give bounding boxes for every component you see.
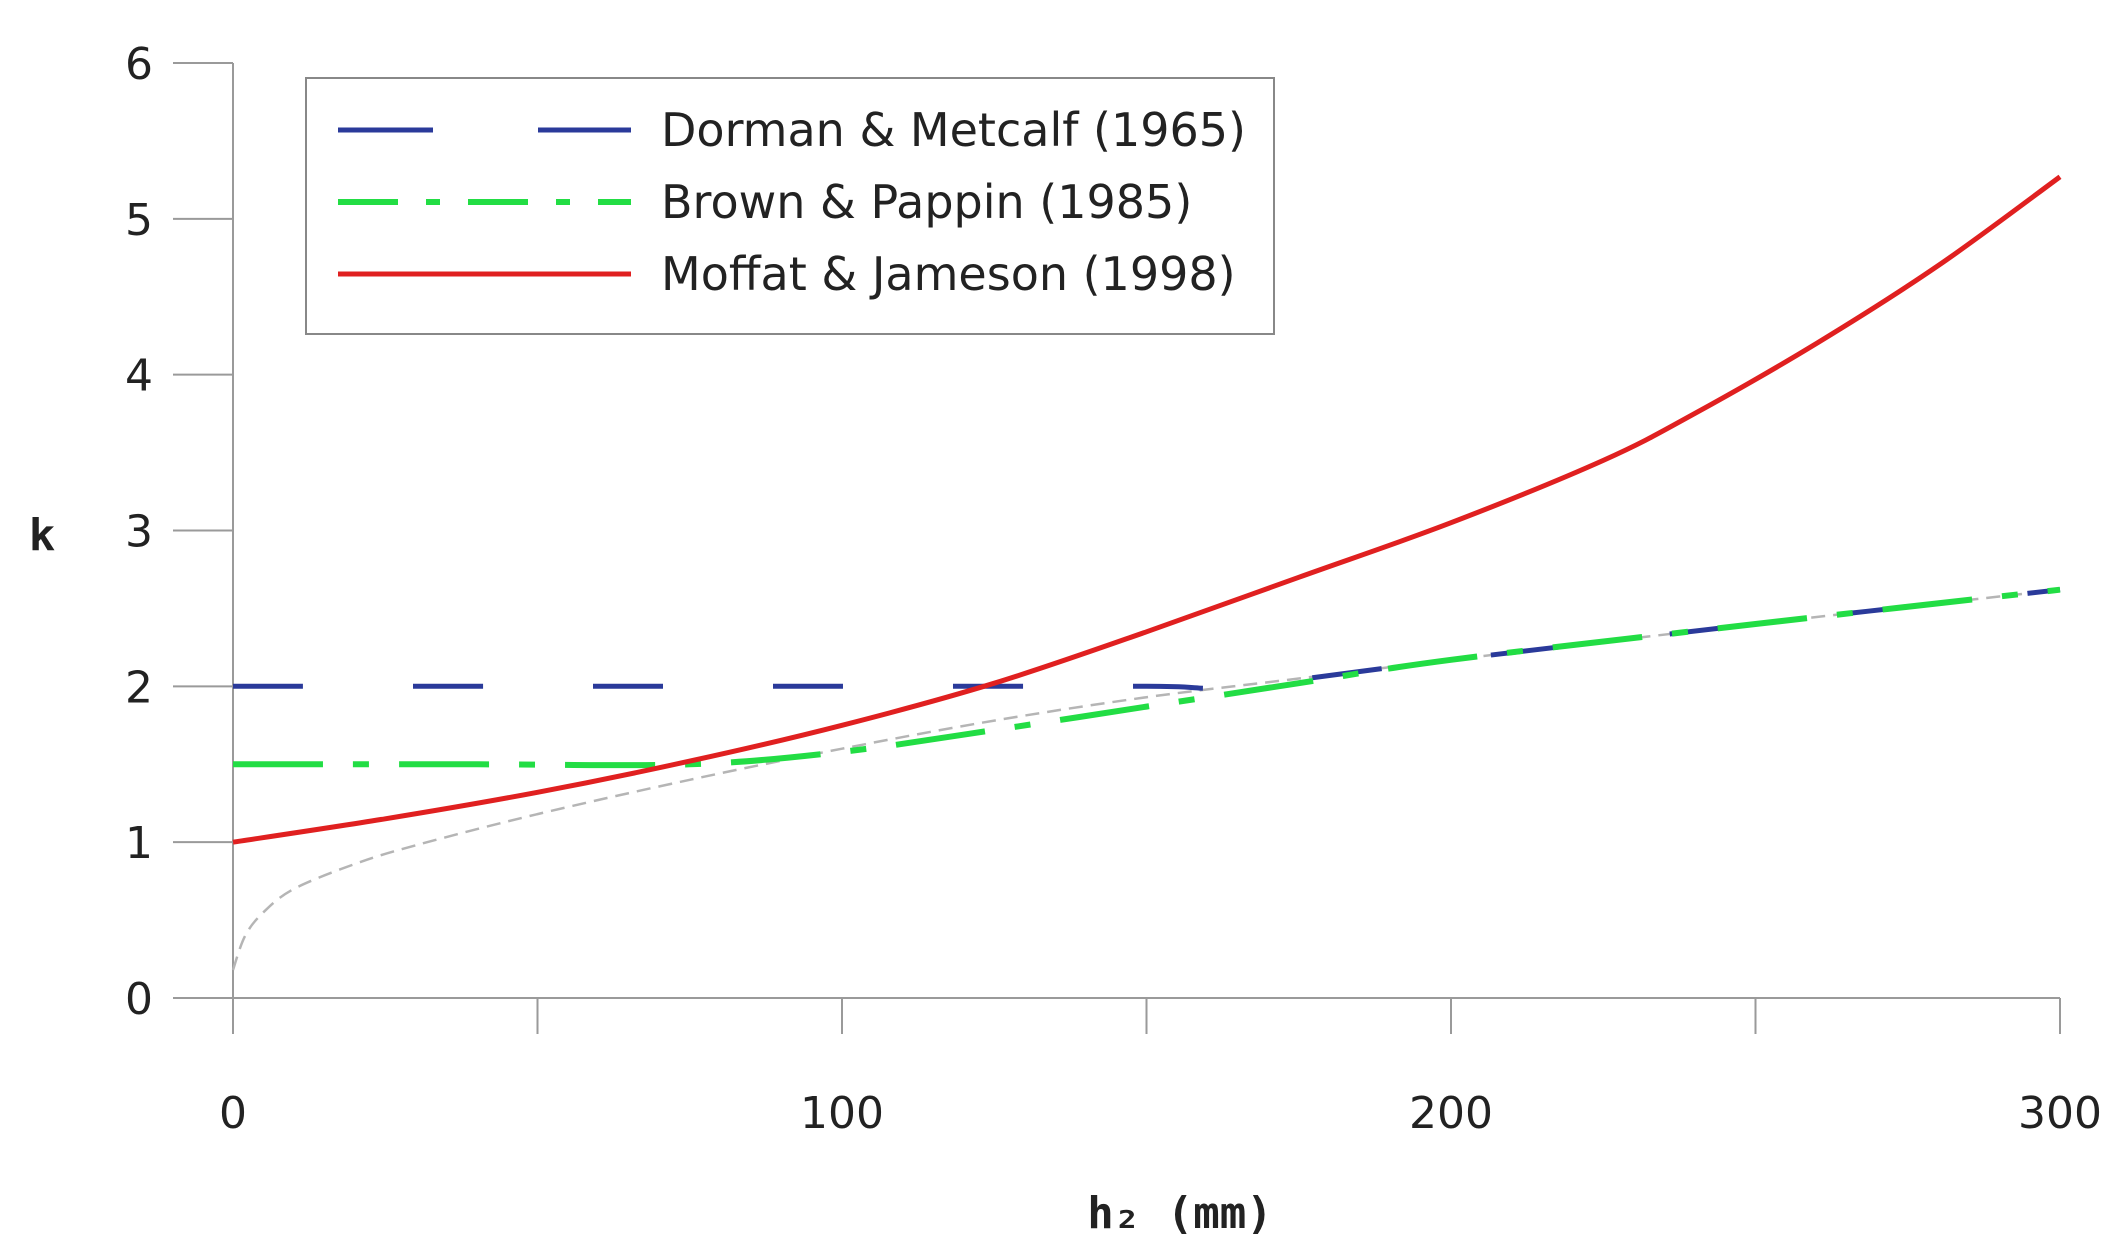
x-tick-label: 200 <box>1409 1088 1493 1139</box>
x-tick-label: 300 <box>2018 1088 2102 1139</box>
series-line-brown <box>233 586 2061 769</box>
y-tick-label: 4 <box>125 351 153 402</box>
legend: Dorman & Metcalf (1965) Brown & Pappin (1… <box>305 77 1275 335</box>
legend-label-dorman: Dorman & Metcalf (1965) <box>661 103 1246 157</box>
y-axis-title: k <box>29 510 56 561</box>
legend-box <box>305 77 1275 335</box>
series-line-dorman <box>232 587 2061 691</box>
y-tick-label: 1 <box>125 818 153 869</box>
y-tick-label: 6 <box>125 39 153 90</box>
y-tick-label: 3 <box>125 507 153 558</box>
y-tick-label: 5 <box>125 195 153 246</box>
x-axis-title: h₂ (mm) <box>1087 1188 1272 1239</box>
y-tick-label: 2 <box>125 662 153 713</box>
legend-label-moffat: Moffat & Jameson (1998) <box>661 247 1236 301</box>
series-line-moffat <box>232 174 2062 845</box>
axes: 0 1 2 3 4 5 6 0 100 200 300 <box>125 39 2102 1139</box>
plot-area <box>231 174 2062 971</box>
reference-curve <box>231 588 2061 971</box>
y-tick-label: 0 <box>125 974 153 1025</box>
x-tick-label: 0 <box>219 1088 247 1139</box>
x-tick-label: 100 <box>800 1088 884 1139</box>
legend-label-brown: Brown & Pappin (1985) <box>661 175 1192 229</box>
